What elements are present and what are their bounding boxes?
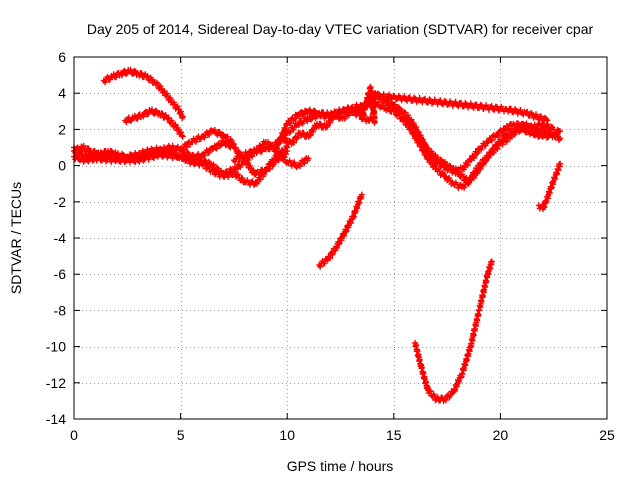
series-track-rise-b [273,104,365,152]
series-track-deep-dip [412,258,495,405]
x-tick-label: 25 [599,427,615,443]
x-axis-label: GPS time / hours [287,458,394,474]
y-tick-label: -12 [46,375,66,391]
series-markers [316,191,365,270]
y-tick-label: 2 [58,121,66,137]
data-points [71,66,564,405]
y-tick-label: -8 [54,302,67,318]
chart-title: Day 205 of 2014, Sidereal Day-to-day VTE… [87,21,594,37]
series-track-isolated [535,160,564,212]
y-tick-label: -10 [46,339,66,355]
series-track-upper-arc [100,66,186,121]
y-tick-label: -2 [54,194,67,210]
y-tick-label: -4 [54,230,67,246]
x-tick-label: 0 [70,427,78,443]
x-tick-label: 10 [279,427,295,443]
series-track-spikes [358,84,551,126]
y-tick-label: 6 [58,49,66,65]
series-markers [358,84,551,126]
grid-lines [74,57,607,419]
y-axis-label: SDTVAR / TECUs [8,182,24,294]
series-markers [412,258,495,405]
y-tick-label: 0 [58,158,66,174]
series-markers [535,160,564,212]
axis-ticks: 0 5 10 15 20 25 -14 -12 -10 -8 -6 -4 -2 0 2 4 6 [46,49,615,443]
x-tick-label: 15 [386,427,402,443]
series-markers [122,106,186,140]
series-track-low-sweep [316,191,365,270]
x-tick-label: 5 [177,427,185,443]
x-tick-label: 20 [493,427,509,443]
y-tick-label: -14 [46,411,66,427]
series-markers [401,115,557,186]
series-markers [100,66,186,121]
y-tick-label: -6 [54,266,67,282]
series-track-mid-arc [122,106,186,140]
y-tick-label: 4 [58,85,66,101]
